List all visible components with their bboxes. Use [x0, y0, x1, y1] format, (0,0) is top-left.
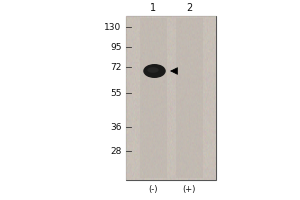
Text: 95: 95 [110, 43, 122, 51]
Ellipse shape [147, 67, 159, 73]
Ellipse shape [143, 64, 166, 78]
Bar [126, 16, 216, 180]
Text: 1: 1 [150, 3, 156, 13]
Text: 130: 130 [104, 22, 122, 31]
Text: (-): (-) [148, 185, 158, 194]
Text: 28: 28 [110, 146, 122, 156]
Text: 2: 2 [186, 3, 192, 13]
Text: 72: 72 [110, 62, 122, 72]
Bar [176, 18, 203, 178]
Text: (+): (+) [182, 185, 196, 194]
Text: 36: 36 [110, 122, 122, 132]
Text: 55: 55 [110, 88, 122, 98]
Bar [140, 18, 166, 178]
